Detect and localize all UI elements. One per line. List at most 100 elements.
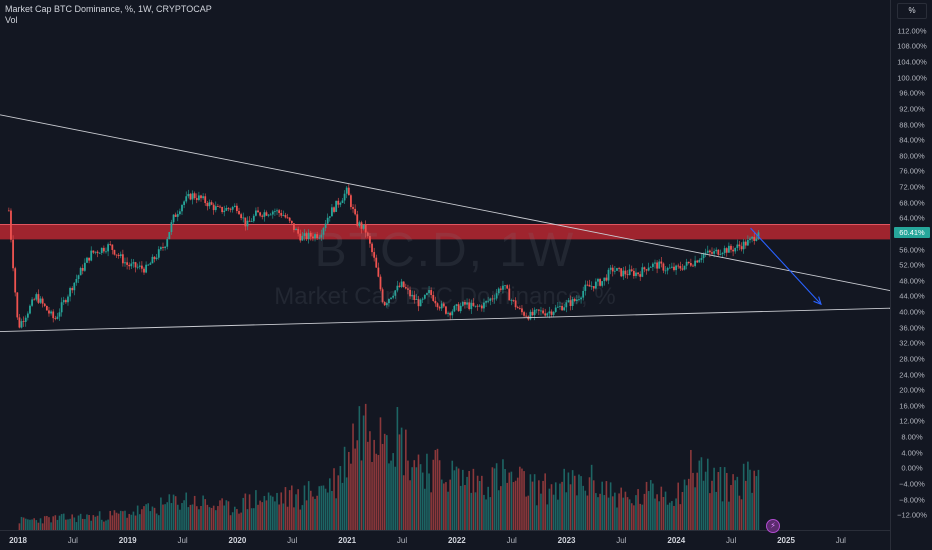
candle-body xyxy=(402,281,405,288)
candle-body xyxy=(193,193,196,199)
candle-body xyxy=(620,268,623,277)
candle-body xyxy=(635,272,637,277)
volume-bar xyxy=(73,517,76,530)
volume-bar xyxy=(316,495,318,530)
volume-bar xyxy=(269,495,272,530)
volume-bar xyxy=(557,499,559,530)
candle-body xyxy=(143,268,145,273)
volume-bar xyxy=(94,516,97,530)
volume-bar xyxy=(728,501,730,530)
candle-body xyxy=(250,221,253,223)
candle-body xyxy=(111,244,114,250)
volume-bar xyxy=(519,466,521,530)
volume-bar xyxy=(77,515,80,530)
volume-bar xyxy=(288,490,291,530)
volume-bar xyxy=(542,480,544,530)
candle-body xyxy=(41,298,44,304)
volume-bar xyxy=(544,473,546,530)
x-tick-label: 2018 xyxy=(9,536,27,545)
candle-body xyxy=(470,302,473,310)
volume-bar xyxy=(162,504,164,530)
volume-bar xyxy=(369,431,371,530)
volume-bar xyxy=(252,508,255,530)
y-tick-label: 8.00% xyxy=(901,432,923,442)
candle-body xyxy=(755,238,758,241)
volume-bar xyxy=(274,501,276,530)
volume-bar xyxy=(111,515,114,530)
candle-body xyxy=(295,228,297,231)
volume-bar xyxy=(521,468,523,530)
candle-body xyxy=(328,216,331,218)
candle-body xyxy=(121,254,124,264)
candle-body xyxy=(324,223,327,229)
candle-body xyxy=(90,250,93,261)
descending-trendline[interactable] xyxy=(0,114,891,292)
volume-bar xyxy=(405,429,407,530)
volume-bar xyxy=(485,499,487,530)
lightning-icon[interactable]: ⚡ xyxy=(766,519,780,533)
volume-bar xyxy=(223,505,226,530)
volume-bar xyxy=(725,472,728,530)
candle-body xyxy=(79,267,82,276)
candle-body xyxy=(96,251,99,254)
candle-body xyxy=(472,302,475,306)
candle-body xyxy=(480,305,483,309)
volume-bar xyxy=(620,487,622,530)
volume-bar xyxy=(535,505,538,530)
candle-body xyxy=(654,262,656,264)
volume-bar xyxy=(618,493,620,530)
candle-body xyxy=(550,311,553,315)
candle-body xyxy=(252,215,255,222)
resistance-zone[interactable] xyxy=(0,224,890,240)
volume-bar xyxy=(390,460,392,530)
percent-scale-button[interactable]: % xyxy=(897,3,927,19)
volume-bar xyxy=(658,501,661,530)
candle-body xyxy=(385,303,388,306)
candle-body xyxy=(698,259,701,263)
volume-bar xyxy=(436,448,439,530)
volume-bar xyxy=(22,517,25,530)
candle-body xyxy=(504,285,506,287)
volume-bar xyxy=(449,479,451,530)
candle-body xyxy=(723,248,726,253)
support-trendline[interactable] xyxy=(0,307,891,333)
candle-body xyxy=(637,272,639,275)
candle-body xyxy=(428,290,430,294)
volume-bar xyxy=(360,460,363,530)
volume-bar xyxy=(295,494,297,530)
projection-arrow[interactable] xyxy=(750,227,822,305)
candle-body xyxy=(533,309,536,316)
volume-bar xyxy=(195,506,198,530)
x-tick-label: Jul xyxy=(287,536,298,545)
candle-body xyxy=(730,245,732,250)
projection-arrow-head xyxy=(813,296,822,306)
candle-body xyxy=(48,310,50,314)
volume-bar xyxy=(647,491,650,530)
volume-bar xyxy=(641,504,644,530)
candle-body xyxy=(734,247,737,252)
candle-body xyxy=(206,202,209,207)
candle-body xyxy=(744,241,747,246)
volume-bar xyxy=(117,513,120,530)
volume-bar xyxy=(191,504,194,530)
volume-bars-layer xyxy=(18,403,760,530)
candle-body xyxy=(683,265,686,270)
candle-body xyxy=(293,223,295,231)
volume-bar xyxy=(673,505,675,530)
candle-body xyxy=(453,305,456,312)
candle-body xyxy=(301,235,304,241)
candle-body xyxy=(552,311,555,315)
volume-bar xyxy=(692,472,694,530)
volume-bar xyxy=(314,498,316,530)
volume-bar xyxy=(261,502,264,530)
volume-indicator-label[interactable]: Vol xyxy=(5,15,18,25)
volume-bar xyxy=(424,488,426,530)
volume-bar xyxy=(236,509,238,530)
candle-body xyxy=(31,299,33,306)
symbol-title[interactable]: Market Cap BTC Dominance, %, 1W, CRYPTOC… xyxy=(5,4,212,14)
candle-body xyxy=(529,311,532,320)
y-tick-label: 48.00% xyxy=(899,276,925,286)
volume-bar xyxy=(628,499,631,530)
candle-body xyxy=(660,261,663,264)
